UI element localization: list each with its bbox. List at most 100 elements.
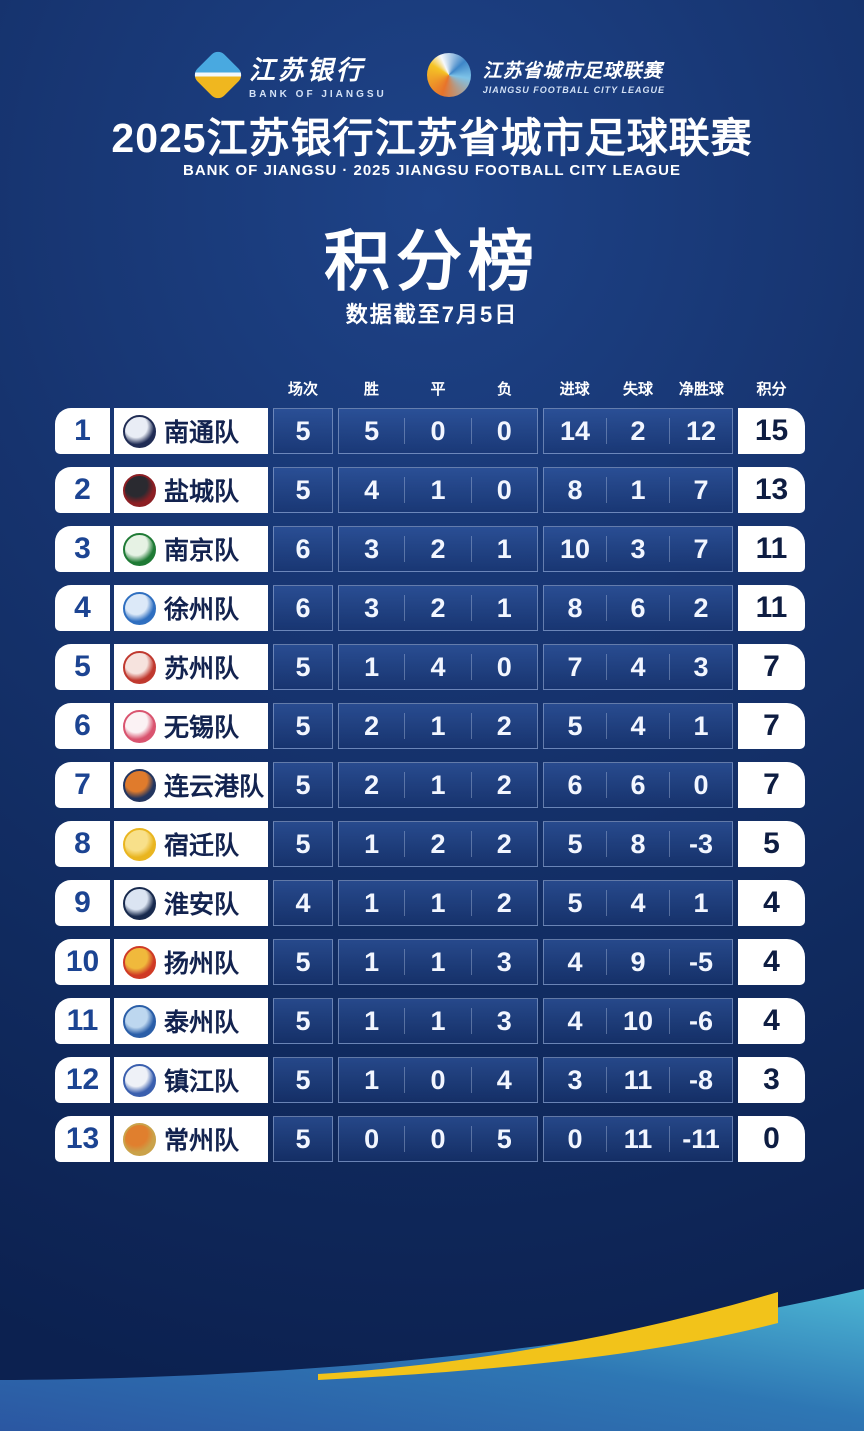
points-value: 15: [754, 414, 789, 447]
cell-divider: [606, 654, 607, 680]
goals-for-value: 14: [559, 415, 591, 446]
goals-for-value: 10: [559, 533, 591, 564]
team-cell: 镇江队: [114, 1057, 268, 1103]
team-crest-icon: [123, 414, 156, 448]
losses-value: 2: [496, 887, 512, 918]
goal-diff-value: 2: [693, 592, 709, 623]
wins-value: 2: [364, 769, 380, 800]
team-cell: 南京队: [114, 526, 268, 572]
points-cell: 11: [738, 526, 805, 572]
team-name: 泰州队: [164, 1009, 240, 1037]
wins-value: 1: [364, 651, 380, 682]
points-value: 3: [763, 1063, 780, 1096]
table-rows: 1 南通队 5 5 0 0 14 2 12 15 2 盐城队: [55, 408, 805, 1162]
cell-divider: [669, 1008, 670, 1034]
goals-cell: 5 8 -3: [543, 821, 733, 867]
wins-value: 0: [364, 1123, 380, 1154]
played-cell: 5: [273, 467, 333, 513]
header-points-label: 积分: [756, 381, 787, 398]
goals-cell: 6 6 0: [543, 762, 733, 808]
bank-logo-unit: 江苏银行 BANK OF JIANGSU: [191, 48, 387, 102]
losses-value: 2: [496, 769, 512, 800]
played-value: 5: [295, 474, 311, 505]
points-cell: 0: [738, 1116, 805, 1162]
goal-diff-value: -8: [688, 1064, 713, 1095]
team-name: 淮安队: [164, 891, 240, 919]
column-header-wdl: 胜 平 负: [338, 378, 538, 399]
cell-divider: [470, 654, 472, 680]
football-league-logo-icon: [426, 53, 471, 97]
cell-divider: [669, 654, 670, 680]
rank-cell: 4: [55, 585, 110, 631]
cell-divider: [669, 418, 670, 444]
team-crest-icon: [123, 591, 156, 625]
played-value: 5: [295, 415, 311, 446]
draws-value: 1: [430, 946, 446, 977]
played-value: 5: [295, 651, 311, 682]
cell-divider: [404, 536, 406, 562]
rank-value: 10: [65, 945, 100, 978]
goal-diff-value: -6: [688, 1005, 713, 1036]
team-cell: 宿迁队: [114, 821, 268, 867]
cell-divider: [669, 949, 670, 975]
played-cell: 5: [273, 762, 333, 808]
header-goal-diff-label: 净胜球: [678, 381, 724, 398]
played-value: 5: [295, 1005, 311, 1036]
team-crest-icon: [123, 886, 156, 920]
cell-divider: [470, 772, 472, 798]
bottom-wave-decoration: [0, 1289, 864, 1431]
team-name: 南京队: [164, 537, 240, 565]
team-crest-icon: [123, 827, 156, 861]
wdl-cell: 2 1 2: [338, 762, 538, 808]
wdl-cell: 4 1 0: [338, 467, 538, 513]
draws-value: 2: [430, 533, 446, 564]
wdl-cell: 3 2 1: [338, 526, 538, 572]
wdl-cell: 1 0 4: [338, 1057, 538, 1103]
page-title: 2025江苏银行江苏省城市足球联赛: [111, 115, 753, 161]
column-headers: 场次 胜 平 负 进球 失球 净胜球 积分: [55, 378, 805, 399]
draws-value: 0: [430, 1123, 446, 1154]
cell-divider: [669, 595, 670, 621]
rank-value: 1: [74, 414, 91, 447]
bank-name-cn: 江苏银行: [249, 55, 366, 85]
cell-divider: [606, 949, 607, 975]
team-cell: 徐州队: [114, 585, 268, 631]
cell-divider: [606, 595, 607, 621]
page-subtitle: BANK OF JIANGSU · 2025 JIANGSU FOOTBALL …: [182, 162, 681, 179]
team-name: 南通队: [164, 419, 240, 447]
draws-value: 1: [430, 474, 446, 505]
wdl-cell: 2 1 2: [338, 703, 538, 749]
wins-value: 5: [364, 415, 380, 446]
wdl-cell: 1 1 3: [338, 939, 538, 985]
wins-value: 3: [364, 592, 380, 623]
goals-against-value: 11: [623, 1123, 653, 1154]
cell-divider: [669, 477, 670, 503]
wins-value: 1: [364, 887, 380, 918]
losses-value: 1: [496, 592, 512, 623]
rank-value: 13: [65, 1122, 100, 1155]
goal-diff-value: 7: [693, 474, 709, 505]
rank-value: 11: [66, 1004, 99, 1037]
wave-blue-teal: [0, 1289, 864, 1431]
team-name: 扬州队: [164, 950, 240, 978]
goals-for-value: 8: [567, 474, 583, 505]
played-cell: 5: [273, 821, 333, 867]
team-crest-icon: [123, 1122, 156, 1156]
played-cell: 6: [273, 585, 333, 631]
goals-against-value: 6: [630, 592, 646, 623]
wins-value: 3: [364, 533, 380, 564]
points-value: 4: [763, 945, 780, 978]
played-value: 6: [295, 533, 311, 564]
points-cell: 4: [738, 880, 805, 926]
cell-divider: [470, 1008, 472, 1034]
cell-divider: [470, 418, 472, 444]
draws-value: 1: [430, 887, 446, 918]
draws-value: 0: [430, 415, 446, 446]
wins-value: 4: [364, 474, 380, 505]
cell-divider: [470, 1067, 472, 1093]
data-cutoff-note: 数据截至7月5日: [345, 302, 519, 327]
wdl-cell: 1 2 2: [338, 821, 538, 867]
cell-divider: [606, 713, 607, 739]
draws-value: 2: [430, 828, 446, 859]
wdl-cell: 5 0 0: [338, 408, 538, 454]
